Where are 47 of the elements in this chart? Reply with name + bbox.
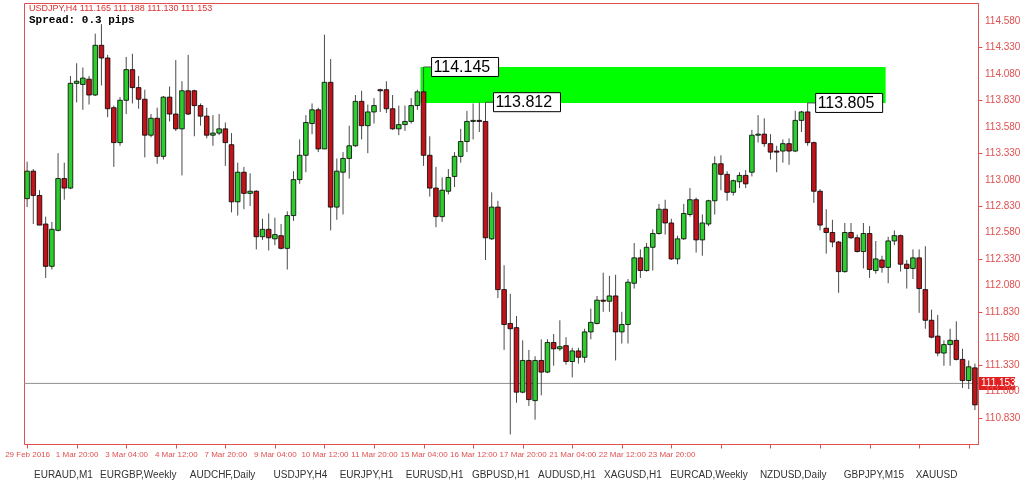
y-tick-label: 114.080 [985,67,1021,79]
x-tick-label: 10 Mar 12:00 [301,449,350,459]
x-tick-label: 1 Mar 20:00 [55,449,100,459]
text: AUDUSD,H1 [538,469,597,480]
y-tick-label: 110.830 [985,411,1021,423]
text: XAGUSD,H1 [604,469,663,480]
y-tick-label: 111.330 [985,358,1021,370]
text: EURJPY,H1 [339,469,394,480]
y-tick-label: 113.330 [985,147,1021,159]
text: GBPJPY,M15 [843,469,905,480]
text: EURAUD,M1 [34,469,94,480]
x-tick-label: 7 Mar 20:00 [204,449,248,459]
x-tick-label: 21 Mar 04:00 [549,449,597,459]
annotation: 113.812 [495,93,553,111]
y-tick-label: 112.330 [985,252,1021,264]
text: Spread: 0.3 pips [29,14,135,26]
text: GBPUSD,H1 [471,469,531,480]
x-tick-label: 9 Mar 04:00 [254,449,298,459]
y-tick-label: 111.830 [985,305,1021,317]
x-tick-label: 11 Mar 20:00 [351,449,399,459]
y-tick-label: 112.080 [985,279,1021,291]
y-tick-label: 114.330 [985,41,1021,53]
x-tick-label: 15 Mar 04:00 [400,449,449,459]
text: EURGBP,Weekly [100,469,177,480]
text: USDJPY,H4 [273,469,328,480]
text: EURCAD,Weekly [670,469,748,480]
y-tick-label: 112.830 [985,200,1021,212]
annotation: 114.145 [433,57,491,75]
y-tick-label: 113.580 [985,120,1021,132]
x-tick-label: 3 Mar 04:00 [105,449,149,459]
text: NZDUSD,Daily [759,469,827,480]
x-tick-label: 4 Mar 12:00 [154,449,199,459]
x-tick-label: 23 Mar 20:00 [648,449,696,459]
y-tick-label: 114.580 [985,14,1021,26]
text: AUDCHF,Daily [189,469,256,480]
chart-title: USDJPY,H4 111.165 111.188 111.130 111.153 [29,3,213,13]
y-tick-label: 112.580 [985,226,1021,238]
text: XAUUSD [915,469,958,480]
x-tick-label: 17 Mar 20:00 [499,449,548,459]
y-tick-label: 113.080 [985,173,1021,185]
x-tick-label: 22 Mar 12:00 [598,449,647,459]
text: EURUSD,H1 [405,469,465,480]
x-tick-label: 29 Feb 2016 [5,449,51,459]
x-tick-label: 16 Mar 12:00 [450,449,498,459]
y-tick-label: 113.830 [985,94,1021,106]
y-tick-label: 111.580 [985,332,1021,344]
annotation: 113.805 [817,93,875,111]
